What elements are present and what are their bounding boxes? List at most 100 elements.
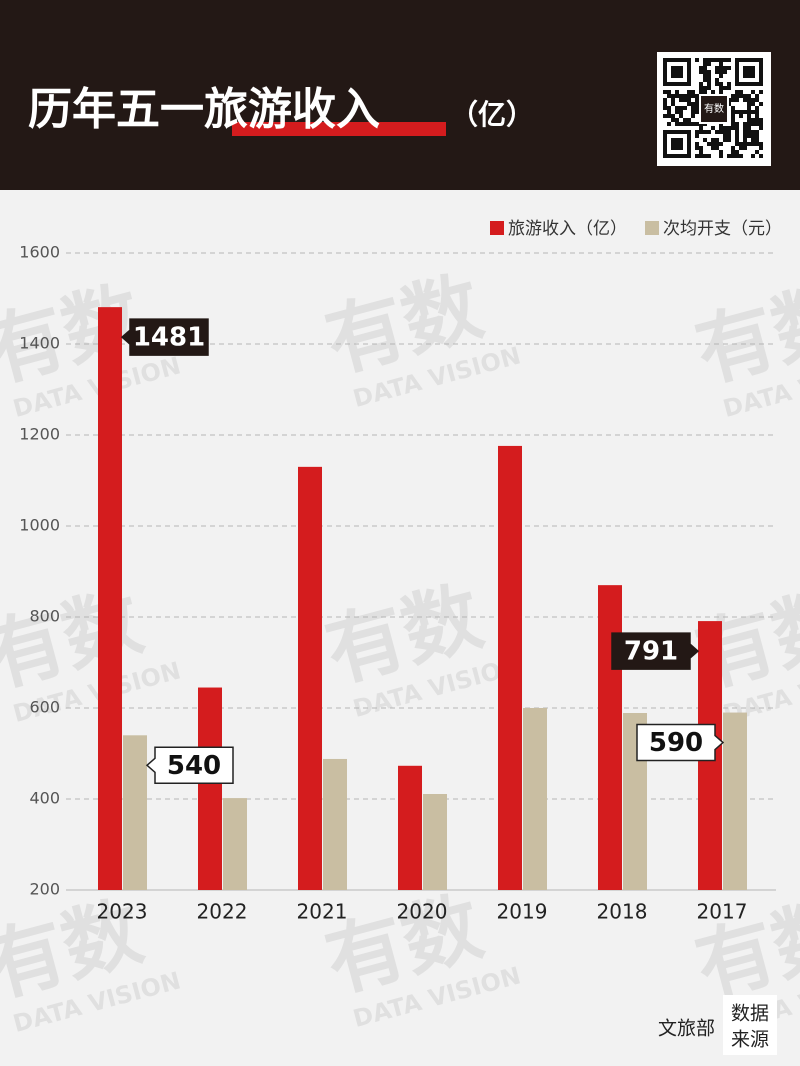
qr-logo: 有数 [704,102,724,115]
qr-cell [715,66,719,70]
qr-cell [723,130,727,134]
qr-cell [747,110,751,114]
qr-cell [759,102,763,106]
qr-cell [743,134,747,138]
legend-label: 旅游收入（亿） [508,219,627,239]
qr-cell [695,154,699,158]
qr-cell [731,118,735,122]
qr-cell [679,106,683,110]
qr-cell [731,150,735,154]
qr-cell [671,114,675,118]
x-tick-label: 2020 [397,900,448,924]
qr-cell [727,154,731,158]
qr-cell [723,86,727,90]
y-tick-label: 1200 [19,425,60,444]
qr-cell [687,98,691,102]
qr-cell [743,98,747,102]
qr-cell [747,106,751,110]
qr-cell [755,122,759,126]
qr-cell [747,94,751,98]
qr-cell [695,98,699,102]
qr-cell [747,122,751,126]
qr-cell [731,110,735,114]
qr-cell [707,82,711,86]
qr-cell [727,134,731,138]
qr-cell [747,126,751,130]
qr-cell [695,130,699,134]
qr-cell [711,90,715,94]
bar [498,445,522,890]
qr-cell [675,118,679,122]
qr-cell [755,142,759,146]
qr-cell [719,82,723,86]
qr-cell [759,142,763,146]
qr-cell [683,94,687,98]
legend-swatch [490,221,504,235]
qr-cell [743,146,747,150]
qr-cell [759,90,763,94]
y-tick-label: 400 [29,789,60,808]
data-label: 590 [649,728,703,758]
qr-finder [743,66,755,78]
qr-cell [675,122,679,126]
qr-cell [663,98,667,102]
qr-cell [723,66,727,70]
bar [123,735,147,890]
qr-cell [695,134,699,138]
qr-cell [703,86,707,90]
qr-cell [719,154,723,158]
bar [398,765,422,890]
qr-cell [759,126,763,130]
qr-cell [679,98,683,102]
data-label: 1481 [133,323,205,353]
qr-cell [755,134,759,138]
qr-cell [727,66,731,70]
qr-cell [731,126,735,130]
qr-cell [703,58,707,62]
qr-cell [667,122,671,126]
qr-cell [755,94,759,98]
bar [198,687,222,890]
qr-cell [687,122,691,126]
qr-cell [715,70,719,74]
qr-cell [735,142,739,146]
qr-cell [719,86,723,90]
qr-cell [679,122,683,126]
qr-cell [719,142,723,146]
qr-cell [731,106,735,110]
qr-cell [687,102,691,106]
qr-cell [663,90,667,94]
qr-cell [699,146,703,150]
qr-cell [735,134,739,138]
qr-cell [747,114,751,118]
qr-cell [735,94,739,98]
qr-cell [675,110,679,114]
qr-cell [663,102,667,106]
qr-cell [759,122,763,126]
x-tick-label: 2022 [197,900,248,924]
qr-cell [739,114,743,118]
callout-box [120,318,209,356]
qr-cell [739,154,743,158]
qr-cell [735,130,739,134]
qr-cell [683,122,687,126]
qr-cell [751,142,755,146]
qr-cell [719,62,723,66]
qr-cell [719,70,723,74]
qr-cell [731,146,735,150]
source-label: 数据 [731,1003,769,1025]
qr-cell [691,122,695,126]
qr-cell [711,138,715,142]
qr-cell [675,90,679,94]
qr-cell [751,154,755,158]
qr-cell [759,154,763,158]
qr-cell [727,58,731,62]
qr-cell [703,78,707,82]
callout-box [611,632,700,670]
qr-cell [699,150,703,154]
qr-cell [755,106,759,110]
x-tick-label: 2023 [97,900,148,924]
qr-cell [715,130,719,134]
qr-cell [699,126,703,130]
